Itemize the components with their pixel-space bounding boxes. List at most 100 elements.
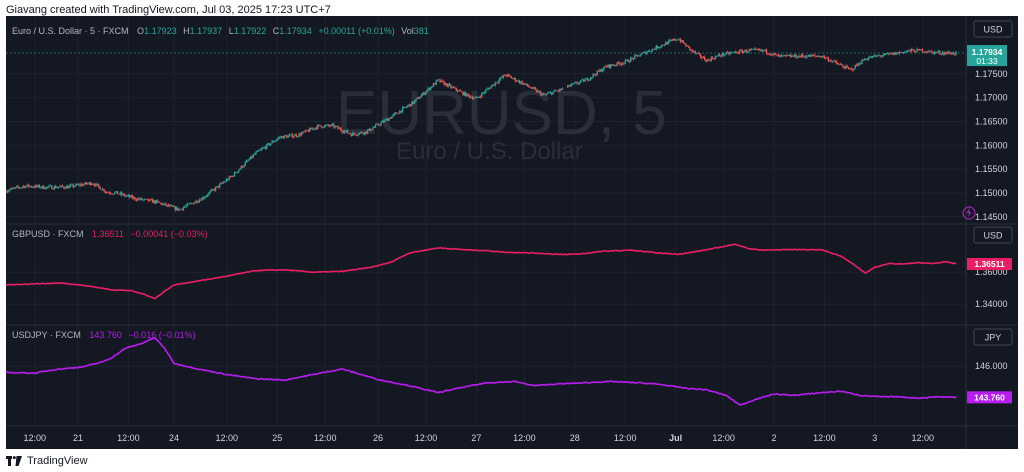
candle-body [397, 113, 400, 115]
candle-body [536, 89, 538, 93]
time-tick-label: 12:00 [24, 433, 47, 443]
candle-body [603, 66, 605, 70]
candle-body [510, 76, 513, 79]
candle-body [837, 63, 839, 65]
candle-body [705, 60, 707, 62]
footer-brand-text: TradingView [27, 455, 88, 467]
candle-body [71, 184, 73, 186]
candle-body [616, 62, 619, 66]
candle-body [560, 88, 562, 90]
candle-body [733, 51, 735, 53]
candle-body [667, 40, 670, 45]
candle-body [526, 83, 529, 87]
legend-gbpusd: GBPUSD · FXCM 1.36511 −0.00041 (−0.03%) [12, 229, 207, 239]
candle-body [83, 184, 85, 186]
candle-body [800, 54, 803, 57]
candle-body [294, 134, 296, 137]
candle-body [303, 131, 306, 133]
chart-caption: Giavang created with TradingView.com, Ju… [6, 4, 331, 16]
candle-body [622, 63, 624, 65]
time-axis[interactable]: 12:00 21 12:00 24 12:00 25 12:00 26 12:00 27 12:00… [24, 433, 935, 443]
candle-body [681, 40, 683, 42]
price-tick-label: 1.15000 [975, 188, 1008, 198]
lightning-icon[interactable] [962, 206, 976, 220]
currency-button-gbpusd[interactable]: USD [973, 226, 1013, 244]
candle-body [693, 51, 695, 52]
candle-body [424, 92, 427, 95]
candle-body [415, 98, 417, 101]
candle-body [710, 57, 713, 61]
candle-body [720, 55, 722, 57]
last-price-badge-gbpusd [967, 258, 1012, 271]
candle-body [114, 192, 116, 194]
candle-body [748, 49, 750, 52]
watermark-symbol: EURUSD, 5 [336, 79, 667, 148]
candle-body [356, 135, 358, 136]
candle-body [608, 64, 610, 68]
candle-body [694, 51, 696, 54]
candle-body [115, 191, 117, 193]
candle-body [520, 81, 522, 84]
price-axis[interactable]: 1.17500 1.17000 1.16500 1.16000 1.15500 1.150… [975, 69, 1008, 371]
currency-button-eurusd[interactable]: USD [973, 20, 1013, 38]
candle-body [77, 184, 80, 186]
candle-body [580, 79, 582, 82]
candle-body [181, 208, 183, 210]
candle-body [162, 203, 164, 205]
candle-body [92, 184, 95, 185]
candle-body [917, 49, 920, 50]
chart-svg[interactable]: EURUSD, 5 Euro / U.S. Dollar Euro / U.S.… [6, 16, 1018, 449]
candle-body [651, 48, 653, 52]
candle-body [284, 135, 287, 137]
candle-body [880, 55, 882, 57]
candle-body [843, 67, 846, 69]
candle-body [163, 203, 166, 205]
candle-body [271, 141, 273, 144]
currency-button-usdjpy[interactable]: JPY [973, 328, 1013, 346]
candle-body [145, 198, 147, 200]
candle-body [600, 69, 602, 72]
candle-body [863, 58, 866, 61]
candle-body [591, 77, 593, 78]
candle-body [698, 53, 701, 55]
candle-body [669, 40, 671, 42]
candle-body [663, 44, 666, 46]
candle-body [756, 48, 758, 50]
candle-body [280, 136, 283, 138]
candle-body [253, 154, 256, 156]
candle-body [679, 39, 682, 42]
candle-body [389, 118, 392, 119]
candle-body [25, 185, 27, 188]
candle-body [683, 43, 686, 44]
candle-body [909, 49, 912, 52]
watermark-description: Euro / U.S. Dollar [396, 138, 583, 165]
candle-body [827, 57, 830, 61]
candle-body [6, 191, 9, 193]
candle-body [237, 170, 240, 173]
candle-body [482, 92, 484, 94]
candle-body [286, 135, 288, 138]
candle-body [420, 95, 422, 98]
time-tick-label: 12:00 [513, 433, 536, 443]
candle-body [572, 83, 574, 85]
candle-body [302, 131, 304, 134]
chart-area[interactable]: EURUSD, 5 Euro / U.S. Dollar Euro / U.S.… [6, 16, 1018, 449]
candle-body [438, 79, 440, 81]
candle-body [906, 50, 909, 52]
time-tick-label: 21 [73, 433, 83, 443]
candle-body [446, 83, 448, 87]
candle-body [581, 79, 584, 81]
candle-body [196, 200, 198, 203]
candle-body [131, 195, 134, 199]
candle-body [385, 118, 388, 120]
candle-body [17, 186, 19, 188]
candle-body [830, 60, 832, 62]
candle-body [741, 50, 744, 53]
candle-body [865, 58, 867, 60]
last-price-text: 1.36511 [974, 259, 1005, 269]
candle-body [318, 124, 320, 126]
candle-body [141, 198, 143, 200]
candle-body [502, 75, 504, 78]
candle-body [409, 104, 412, 106]
candle-body [767, 53, 769, 55]
